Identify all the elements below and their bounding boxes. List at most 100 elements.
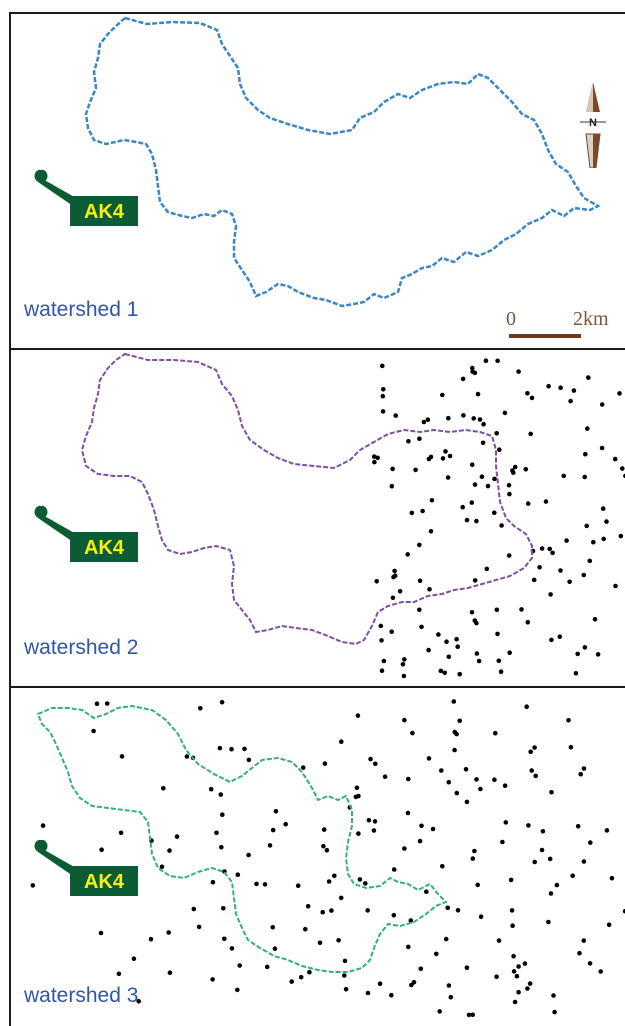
sample-point	[379, 624, 384, 629]
sample-point	[586, 375, 591, 380]
sample-point	[426, 648, 431, 653]
sample-point	[525, 391, 530, 396]
sample-point	[274, 809, 279, 814]
sample-point	[601, 506, 606, 511]
sample-point	[448, 454, 453, 459]
sample-point	[273, 946, 278, 951]
sample-point	[480, 474, 485, 479]
sample-point	[429, 455, 434, 460]
sample-point	[429, 529, 434, 534]
sample-point	[426, 417, 431, 422]
sample-point	[167, 848, 172, 853]
sample-point	[322, 827, 327, 832]
sample-point	[471, 856, 476, 861]
sample-point	[440, 864, 445, 869]
sample-point	[389, 993, 394, 998]
sample-point	[390, 467, 395, 472]
sample-point	[382, 659, 387, 664]
sample-point	[392, 913, 397, 918]
scale-bar-line	[509, 334, 581, 338]
sample-point	[91, 729, 96, 734]
sample-point	[446, 475, 451, 480]
sample-point	[402, 846, 407, 851]
sample-point	[439, 669, 444, 674]
sample-point	[532, 860, 537, 865]
sample-point	[546, 920, 551, 925]
sample-point	[473, 618, 478, 623]
sample-point	[591, 540, 596, 545]
sample-point	[465, 518, 470, 523]
sample-point	[229, 747, 234, 752]
sample-point	[605, 828, 610, 833]
sample-point	[236, 872, 241, 877]
sample-point	[368, 757, 373, 762]
sample-point	[620, 466, 625, 471]
sample-point	[464, 767, 469, 772]
sample-point	[549, 638, 554, 643]
sample-point	[427, 587, 432, 592]
sample-point	[419, 625, 424, 630]
sample-point	[523, 961, 528, 966]
panel-watershed-1: AK4 watershed 1 0 2km N	[9, 12, 625, 348]
sample-point	[454, 732, 459, 737]
sample-point	[552, 1010, 557, 1015]
sample-point	[271, 925, 276, 930]
sample-point	[422, 420, 427, 425]
sample-point	[381, 387, 386, 392]
sample-point	[197, 925, 202, 930]
sample-point	[219, 845, 224, 850]
sample-point	[263, 882, 268, 887]
sample-point	[584, 524, 589, 529]
sample-point	[555, 883, 560, 888]
sample-point	[558, 568, 563, 573]
watershed-2-boundary	[82, 354, 532, 644]
sample-point	[561, 474, 566, 479]
sample-point	[513, 465, 518, 470]
sample-point	[99, 931, 104, 936]
sample-point	[576, 824, 581, 829]
sample-point	[373, 762, 378, 767]
sample-point	[343, 959, 348, 964]
sample-point	[430, 498, 435, 503]
sample-point	[526, 501, 531, 506]
sample-point	[402, 674, 407, 679]
sample-point	[486, 484, 491, 489]
sample-point	[175, 834, 180, 839]
sample-point	[401, 662, 406, 667]
sample-point	[417, 543, 422, 548]
sample-point	[354, 795, 359, 800]
station-label: AK4	[84, 871, 125, 893]
sample-point	[434, 952, 439, 957]
sample-point	[477, 659, 482, 664]
sample-point	[355, 786, 360, 791]
watershed-label: watershed 2	[24, 636, 138, 660]
sample-point	[268, 843, 273, 848]
sample-point	[235, 988, 240, 993]
station-label: AK4	[84, 201, 125, 223]
sample-point	[456, 908, 461, 913]
sample-point	[470, 610, 475, 615]
sample-point	[306, 904, 311, 909]
sample-point	[405, 552, 410, 557]
sample-point	[457, 719, 462, 724]
sample-point	[323, 761, 328, 766]
sample-point	[550, 551, 555, 556]
sample-point	[461, 413, 466, 418]
sample-point	[526, 823, 531, 828]
sample-point	[410, 511, 415, 516]
sample-point	[583, 452, 588, 457]
sample-point	[492, 477, 497, 482]
sample-point	[332, 874, 337, 879]
sample-point	[493, 731, 498, 736]
sample-point	[470, 369, 475, 374]
sample-point	[283, 822, 288, 827]
sample-point	[507, 650, 512, 655]
sample-point	[470, 500, 475, 505]
sample-point	[209, 787, 214, 792]
sample-point	[406, 777, 411, 782]
sample-point	[604, 519, 609, 524]
sample-point	[481, 422, 486, 427]
sample-point	[481, 441, 486, 446]
sample-point	[475, 651, 480, 656]
